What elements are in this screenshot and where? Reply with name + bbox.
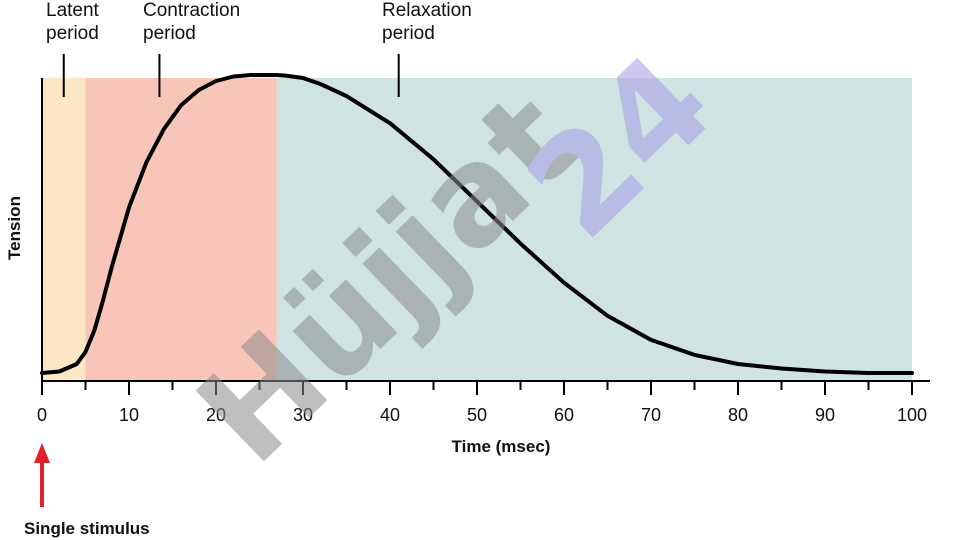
latent-label-line1: Latent bbox=[46, 0, 100, 21]
x-tick-label: 40 bbox=[380, 405, 400, 425]
x-tick-label: 20 bbox=[206, 405, 226, 425]
x-tick-label: 80 bbox=[728, 405, 748, 425]
tension-curve bbox=[40, 73, 914, 375]
x-axis-ticks bbox=[41, 381, 913, 395]
latent-label-line2: period bbox=[46, 23, 99, 44]
y-axis-title: Tension bbox=[5, 196, 24, 260]
x-tick-label: 100 bbox=[897, 405, 927, 425]
x-tick-label: 90 bbox=[815, 405, 835, 425]
phase-band-2 bbox=[276, 78, 912, 381]
stimulus-label: Single stimulus bbox=[24, 519, 150, 538]
phase-band-1 bbox=[85, 78, 277, 381]
contraction-label-line2: period bbox=[143, 23, 196, 44]
x-tick-label: 30 bbox=[293, 405, 313, 425]
x-tick-label: 10 bbox=[119, 405, 139, 425]
phase-markers bbox=[62, 54, 400, 97]
contraction-label-line1: Contraction bbox=[143, 0, 240, 21]
contraction-period-label: Contraction period bbox=[143, 0, 245, 44]
x-axis-title: Time (msec) bbox=[452, 437, 551, 456]
stimulus-arrow-head bbox=[34, 443, 50, 463]
x-tick-label: 0 bbox=[37, 405, 47, 425]
phase-band-0 bbox=[42, 78, 86, 381]
x-axis-tick-labels: 0 10 20 30 40 50 60 70 80 90 100 bbox=[37, 405, 927, 425]
x-tick-label: 50 bbox=[467, 405, 487, 425]
relaxation-label-line2: period bbox=[382, 23, 435, 44]
phase-bands bbox=[42, 78, 912, 381]
latent-period-label: Latent period bbox=[46, 0, 104, 44]
relaxation-period-label: Relaxation period bbox=[382, 0, 477, 44]
relaxation-label-line1: Relaxation bbox=[382, 0, 472, 21]
x-tick-label: 70 bbox=[641, 405, 661, 425]
x-tick-label: 60 bbox=[554, 405, 574, 425]
stimulus-arrow bbox=[34, 443, 50, 507]
phase-labels: Latent period Contraction period Relaxat… bbox=[46, 0, 477, 44]
